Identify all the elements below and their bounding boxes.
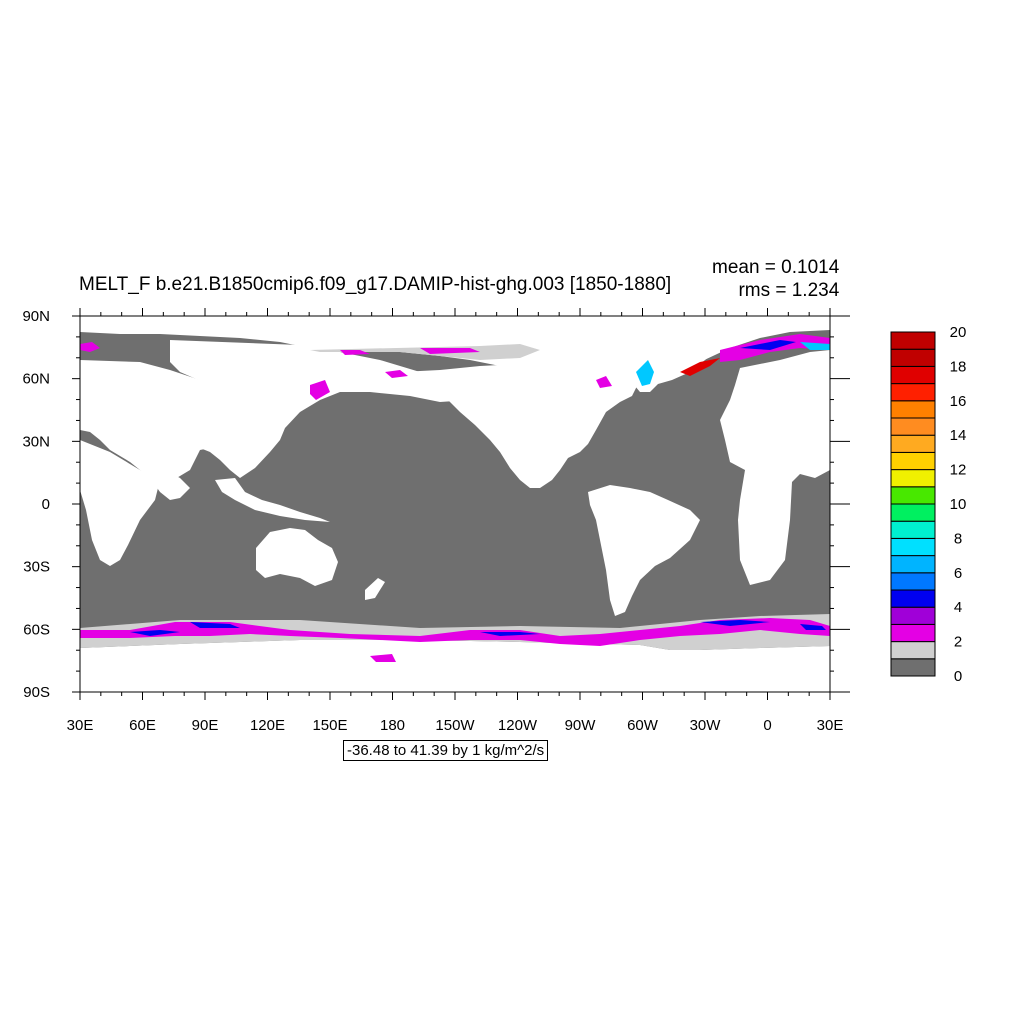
colorbar-swatch — [890, 469, 936, 488]
land-indonesia — [215, 478, 330, 522]
land-new-zealand — [365, 578, 385, 600]
lat-tick-label: 90N — [22, 308, 50, 325]
colorbar-swatch — [890, 641, 936, 660]
colorbar-swatch — [890, 555, 936, 574]
lon-tick-label: 120E — [250, 717, 285, 734]
land-africa-west — [80, 360, 262, 482]
colorbar-swatch — [890, 451, 936, 471]
colorbar-swatch — [890, 589, 936, 608]
land-south-america — [588, 485, 700, 616]
colorbar-label: 10 — [950, 496, 967, 513]
lon-tick-label: 30E — [67, 717, 94, 734]
lon-tick-label: 150W — [435, 717, 475, 734]
lon-tick-label: 90E — [192, 717, 219, 734]
lat-tick-label: 60N — [22, 371, 50, 388]
land-greenland — [600, 340, 720, 392]
mean-value: mean = 0.1014 — [712, 257, 840, 278]
land-europe — [720, 350, 830, 585]
colorbar-label: 14 — [950, 427, 967, 444]
colorbar: 0 2 4 6 8 10 12 14 16 18 20 — [890, 324, 967, 685]
lon-tick-label: 30E — [817, 717, 844, 734]
colorbar-swatch — [890, 623, 936, 643]
lat-tick-label: 30S — [23, 559, 50, 576]
lon-tick-label: 150E — [312, 717, 347, 734]
colorbar-label: 16 — [950, 393, 967, 410]
colorbar-label: 6 — [954, 565, 962, 582]
colorbar-swatch — [890, 348, 936, 367]
land-north-america — [400, 364, 640, 488]
lon-tick-label: 120W — [498, 717, 538, 734]
stats-block: mean = 0.1014 rms = 1.234 — [712, 256, 839, 302]
lat-tick-label: 60S — [23, 621, 50, 638]
land-australia — [256, 528, 338, 586]
colorbar-swatch — [890, 606, 936, 625]
colorbar-swatch — [890, 503, 936, 522]
lon-tick-label: 30W — [690, 717, 722, 734]
plot-title: MELT_F b.e21.B1850cmip6.f09_g17.DAMIP-hi… — [79, 274, 672, 295]
colorbar-swatch — [890, 537, 936, 557]
land-africa — [80, 440, 160, 566]
lon-tick-label: 90W — [565, 717, 597, 734]
colorbar-swatch — [890, 365, 936, 385]
colorbar-swatch — [890, 434, 936, 453]
colorbar-label: 18 — [950, 358, 967, 375]
rms-value: rms = 1.234 — [738, 280, 840, 301]
colorbar-label: 20 — [950, 324, 967, 341]
contour-range-label: -36.48 to 41.39 by 1 kg/m^2/s — [343, 740, 549, 761]
colorbar-label: 4 — [954, 599, 962, 616]
colorbar-swatch — [890, 572, 936, 591]
lon-tick-label: 60E — [129, 717, 156, 734]
colorbar-label: 8 — [954, 530, 962, 547]
colorbar-swatch — [890, 383, 936, 402]
melt-bands — [80, 334, 830, 662]
lon-tick-label: 60W — [627, 717, 659, 734]
colorbar-swatch — [890, 331, 936, 350]
lat-tick-label: 30N — [22, 433, 50, 450]
latitude-axis: 90N 60N 30N 0 30S 60S 90S — [22, 308, 850, 701]
land-antarctica — [80, 640, 830, 692]
lat-tick-label: 0 — [42, 496, 50, 513]
lon-tick-label: 0 — [763, 717, 771, 734]
land-india — [150, 470, 190, 500]
colorbar-label: 2 — [954, 634, 962, 651]
colorbar-swatch — [890, 400, 936, 419]
longitude-axis: 30E 60E 90E 120E 150E 180 150W 120W 90W 60W 30W 0 30… — [67, 308, 844, 734]
colorbar-swatch — [890, 658, 936, 677]
colorbar-swatch — [890, 520, 936, 539]
colorbar-swatch — [890, 417, 936, 436]
colorbar-label: 12 — [950, 462, 967, 479]
colorbar-swatch — [890, 486, 936, 505]
lon-tick-label: 180 — [380, 717, 405, 734]
lat-tick-label: 90S — [23, 684, 50, 701]
colorbar-label: 0 — [954, 668, 962, 685]
